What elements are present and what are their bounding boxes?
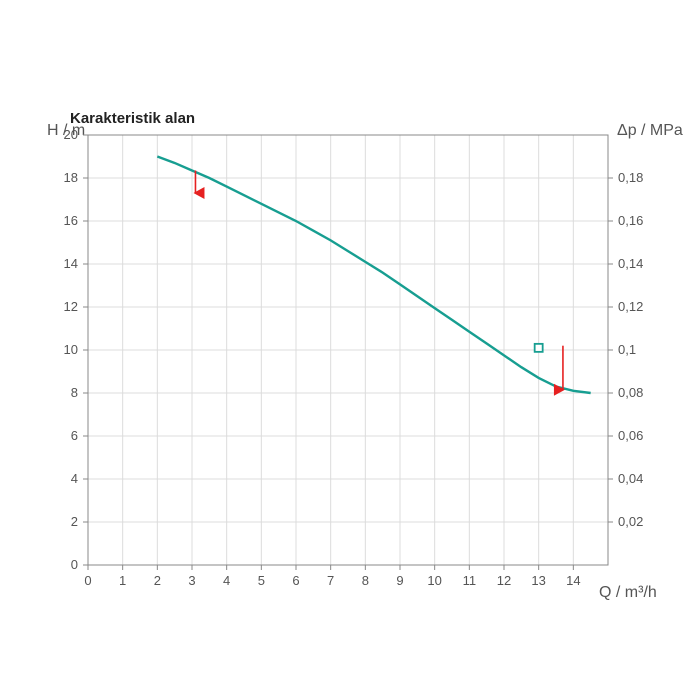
svg-text:0,16: 0,16: [618, 213, 643, 228]
chart-plot: 01234567891011121314024681012141618200,0…: [0, 0, 700, 700]
svg-text:8: 8: [71, 385, 78, 400]
svg-text:6: 6: [71, 428, 78, 443]
svg-text:13: 13: [531, 573, 545, 588]
svg-text:0,04: 0,04: [618, 471, 643, 486]
svg-text:0: 0: [71, 557, 78, 572]
svg-text:2: 2: [71, 514, 78, 529]
svg-text:14: 14: [64, 256, 78, 271]
svg-text:2: 2: [154, 573, 161, 588]
svg-text:1: 1: [119, 573, 126, 588]
svg-text:10: 10: [427, 573, 441, 588]
svg-text:11: 11: [463, 573, 477, 588]
svg-text:4: 4: [223, 573, 230, 588]
svg-text:5: 5: [258, 573, 265, 588]
svg-text:18: 18: [64, 170, 78, 185]
svg-text:0,14: 0,14: [618, 256, 643, 271]
svg-text:16: 16: [64, 213, 78, 228]
svg-text:9: 9: [396, 573, 403, 588]
svg-text:0,1: 0,1: [618, 342, 636, 357]
svg-text:0,02: 0,02: [618, 514, 643, 529]
svg-text:0,12: 0,12: [618, 299, 643, 314]
svg-text:6: 6: [292, 573, 299, 588]
svg-text:4: 4: [71, 471, 78, 486]
svg-text:3: 3: [188, 573, 195, 588]
svg-text:12: 12: [497, 573, 511, 588]
svg-text:20: 20: [64, 127, 78, 142]
svg-text:8: 8: [362, 573, 369, 588]
svg-text:0,08: 0,08: [618, 385, 643, 400]
svg-text:0,18: 0,18: [618, 170, 643, 185]
svg-text:0: 0: [84, 573, 91, 588]
svg-text:14: 14: [566, 573, 580, 588]
svg-text:0,06: 0,06: [618, 428, 643, 443]
svg-text:7: 7: [327, 573, 334, 588]
svg-text:12: 12: [64, 299, 78, 314]
svg-text:10: 10: [64, 342, 78, 357]
